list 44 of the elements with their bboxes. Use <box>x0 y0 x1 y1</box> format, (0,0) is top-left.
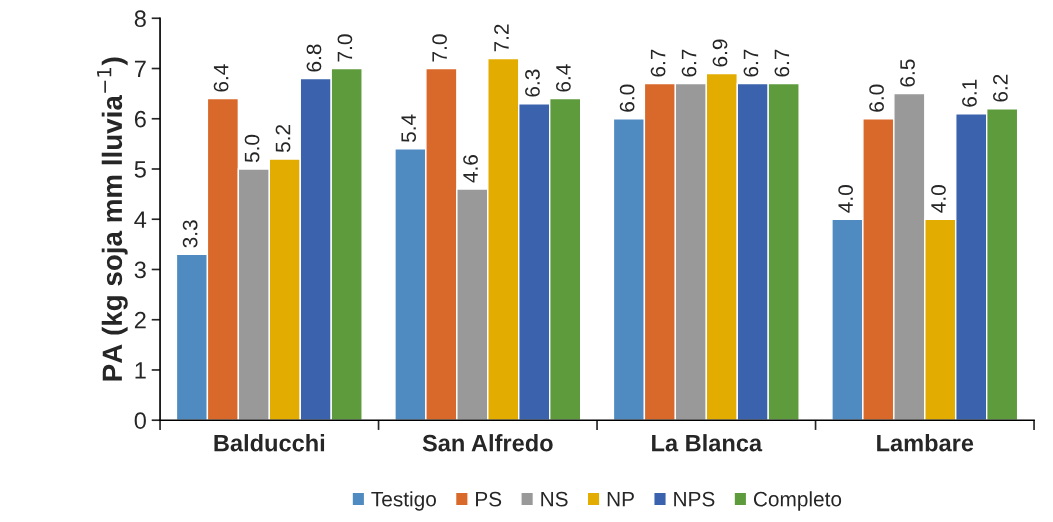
data-label: 6.5 <box>900 59 915 87</box>
data-label: 7.0 <box>432 34 447 62</box>
y-tick-label: 8 <box>134 10 146 28</box>
x-tick-label: Balducchi <box>214 434 325 452</box>
data-label: 6.7 <box>774 49 790 77</box>
data-label: 6.8 <box>306 44 322 72</box>
x-tick-label: La Blanca <box>652 434 763 452</box>
legend-label: PS <box>476 491 502 507</box>
y-tick-label: 3 <box>134 261 146 279</box>
y-tick-label: 7 <box>134 60 146 78</box>
data-label: 6.2 <box>993 74 1008 102</box>
x-tick-label: Lambare <box>877 434 974 452</box>
legend-label: NS <box>541 491 568 507</box>
y-axis-title: PA (kg soja mm lluvia$^{−1}$) <box>97 57 128 381</box>
data-label: 6.9 <box>712 39 728 67</box>
data-label: 6.4 <box>213 64 229 92</box>
data-label: 5.2 <box>275 125 291 153</box>
data-label: 6.7 <box>681 49 697 77</box>
data-label: 6.0 <box>869 84 884 112</box>
data-label: 7.2 <box>494 24 509 52</box>
y-tick-label: 1 <box>135 362 146 379</box>
y-tick-label: 2 <box>134 311 146 329</box>
data-label: 4.0 <box>931 185 946 213</box>
data-label: 5.0 <box>244 134 260 163</box>
data-label: 5.4 <box>401 114 417 143</box>
y-tick-label: 4 <box>134 211 147 228</box>
data-label: 6.1 <box>962 79 977 107</box>
data-label: 6.4 <box>556 64 571 92</box>
data-label: 6.0 <box>619 84 635 112</box>
data-label: 4.0 <box>838 185 854 213</box>
data-label: 6.7 <box>743 49 759 77</box>
legend-label: NPS <box>674 491 715 507</box>
data-label: 6.7 <box>650 49 666 77</box>
x-tick-label: San Alfredo <box>422 434 553 452</box>
legend-label: Completo <box>753 491 842 511</box>
data-label: 4.6 <box>463 155 478 183</box>
legend-label: Testigo <box>371 491 436 511</box>
legend-label: NP <box>607 491 634 507</box>
y-tick-label: 5 <box>134 161 146 178</box>
data-label: 3.3 <box>182 220 198 248</box>
y-tick-label: 6 <box>134 110 146 128</box>
data-label: 7.0 <box>337 34 353 62</box>
data-label: 6.3 <box>525 69 540 97</box>
y-tick-label: 0 <box>134 412 146 429</box>
